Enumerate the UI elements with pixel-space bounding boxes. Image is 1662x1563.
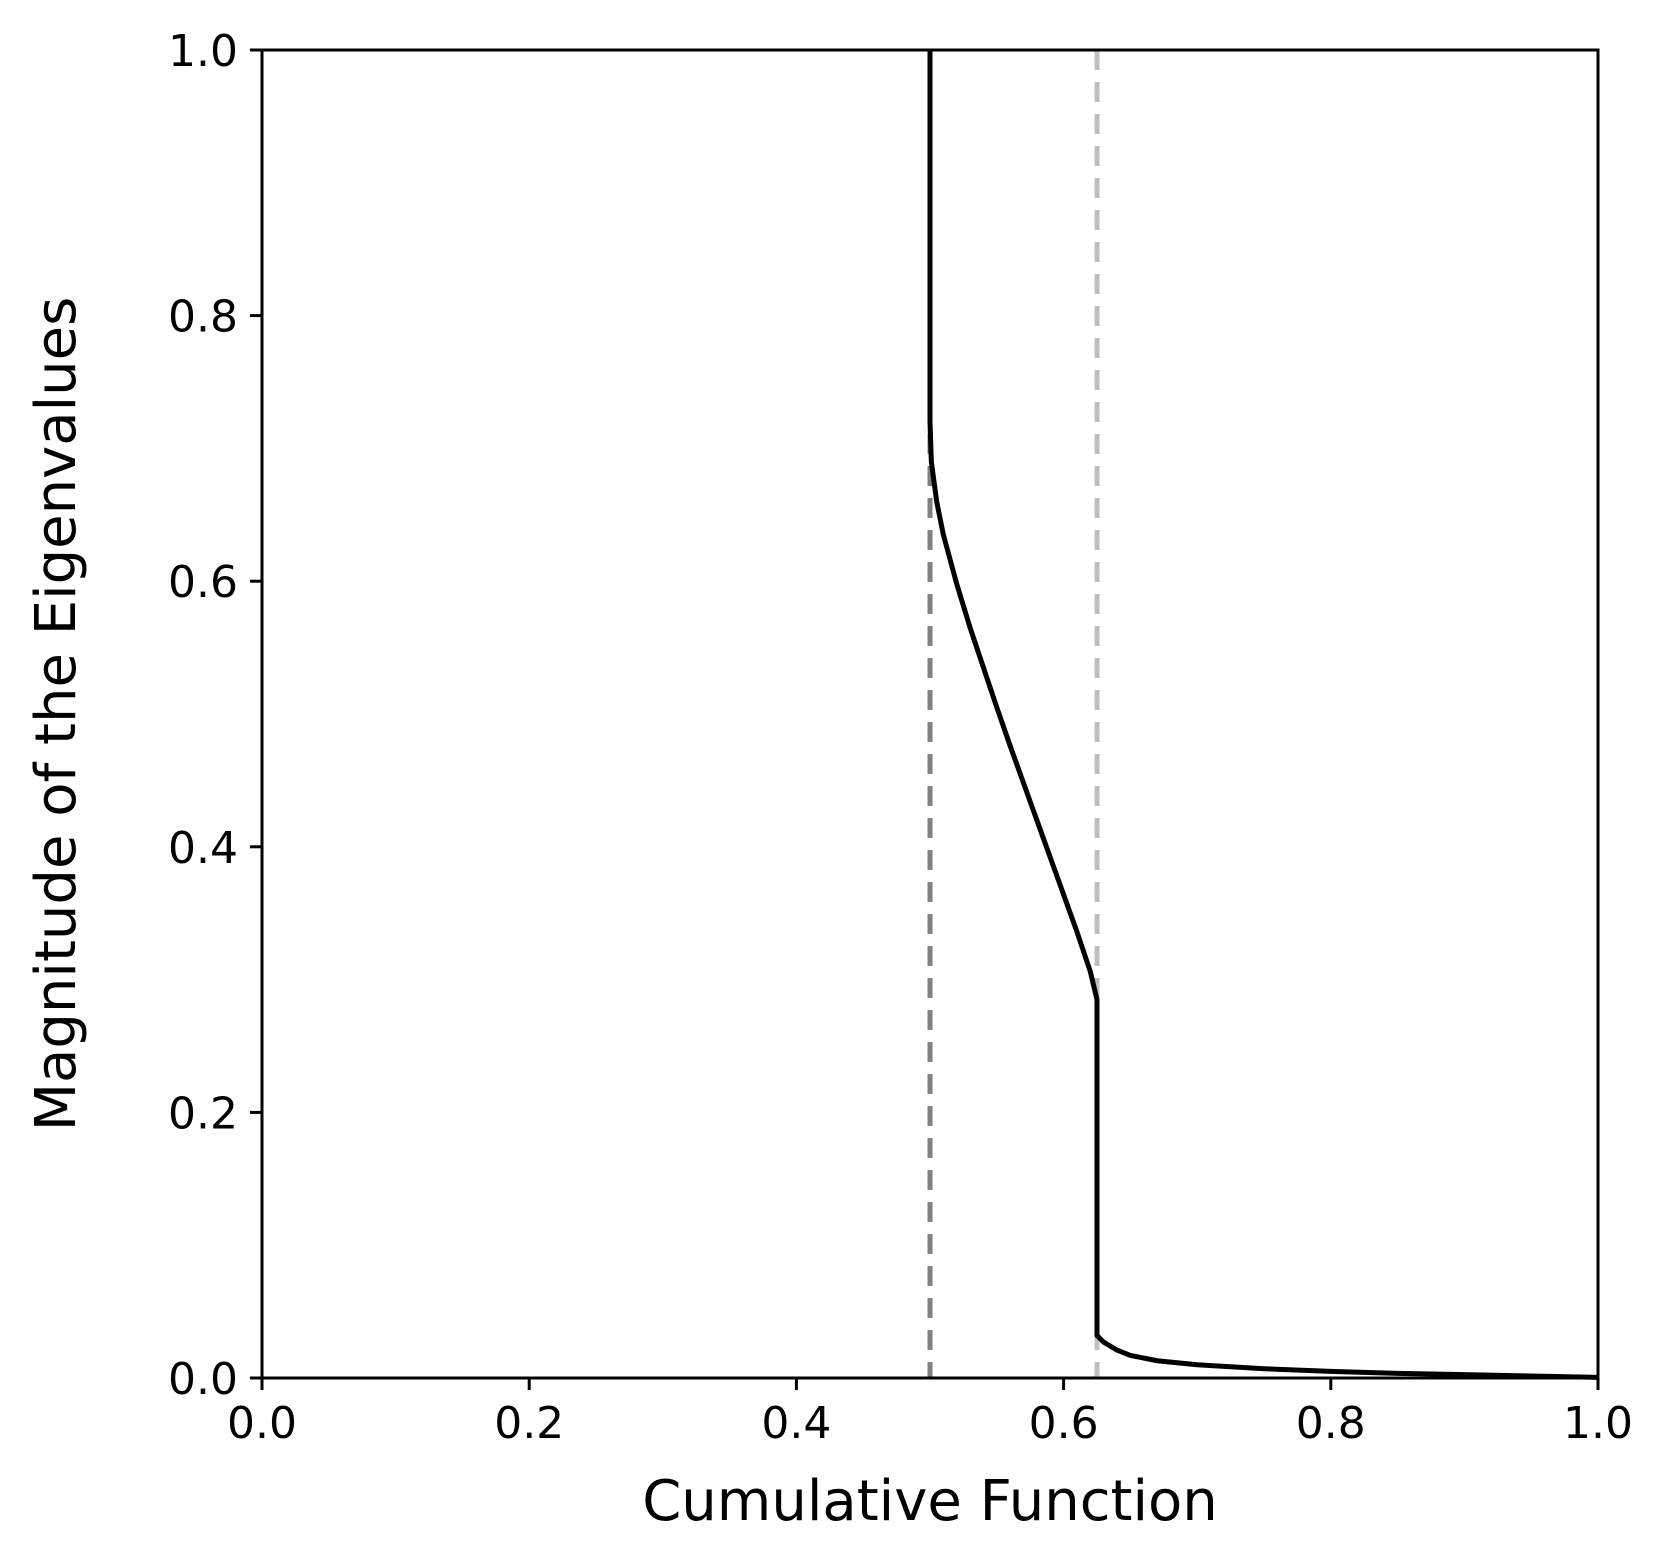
series-layer [927,50,1599,1380]
x-axis-ticks: 0.0 0.2 0.4 0.6 0.8 1.0 [227,1378,1633,1449]
y-axis-label: Magnitude of the Eigenvalues [24,297,89,1132]
y-tick-label: 0.0 [168,1354,238,1405]
y-tick-label: 0.8 [168,292,238,343]
x-axis-label: Cumulative Function [642,1469,1218,1534]
x-tick-label: 0.0 [227,1398,297,1449]
y-tick-label: 0.6 [168,557,238,608]
x-tick-label: 0.2 [494,1398,564,1449]
y-tick-label: 0.2 [168,1088,238,1139]
x-tick-label: 1.0 [1563,1398,1633,1449]
series-line-1 [927,50,1599,1380]
x-tick-label: 0.4 [761,1398,831,1449]
plot-frame [260,48,1600,1380]
x-tick-label: 0.8 [1296,1398,1366,1449]
reference-lines [927,50,1100,1378]
y-tick-label: 0.4 [168,823,238,874]
y-axis-ticks: 0.0 0.2 0.4 0.6 0.8 1.0 [168,26,262,1405]
y-tick-label: 1.0 [168,26,238,77]
x-tick-label: 0.6 [1029,1398,1099,1449]
